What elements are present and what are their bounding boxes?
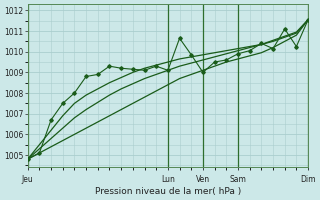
X-axis label: Pression niveau de la mer( hPa ): Pression niveau de la mer( hPa ) [95,187,241,196]
